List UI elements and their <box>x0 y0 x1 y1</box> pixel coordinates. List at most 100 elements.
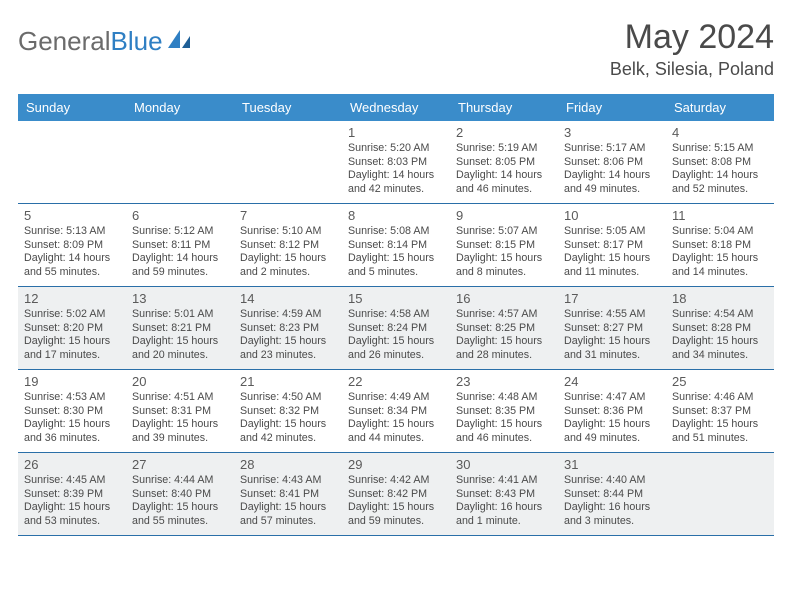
daylight-line2: and 46 minutes. <box>456 183 552 197</box>
daylight-line2: and 59 minutes. <box>132 266 228 280</box>
daylight-line2: and 34 minutes. <box>672 349 768 363</box>
calendar-row: 19Sunrise: 4:53 AMSunset: 8:30 PMDayligh… <box>18 370 774 453</box>
day-number: 8 <box>348 208 444 223</box>
sunrise-text: Sunrise: 4:57 AM <box>456 308 552 322</box>
day-cell: 11Sunrise: 5:04 AMSunset: 8:18 PMDayligh… <box>666 204 774 286</box>
day-cell: 25Sunrise: 4:46 AMSunset: 8:37 PMDayligh… <box>666 370 774 452</box>
weekday-label: Monday <box>126 94 234 121</box>
sunrise-text: Sunrise: 4:55 AM <box>564 308 660 322</box>
day-number: 22 <box>348 374 444 389</box>
sunset-text: Sunset: 8:27 PM <box>564 322 660 336</box>
sunset-text: Sunset: 8:37 PM <box>672 405 768 419</box>
sunrise-text: Sunrise: 5:02 AM <box>24 308 120 322</box>
daylight-line2: and 52 minutes. <box>672 183 768 197</box>
day-number: 14 <box>240 291 336 306</box>
day-cell: 12Sunrise: 5:02 AMSunset: 8:20 PMDayligh… <box>18 287 126 369</box>
daylight-line2: and 49 minutes. <box>564 432 660 446</box>
day-cell: 26Sunrise: 4:45 AMSunset: 8:39 PMDayligh… <box>18 453 126 535</box>
daylight-line1: Daylight: 14 hours <box>672 169 768 183</box>
sunset-text: Sunset: 8:05 PM <box>456 156 552 170</box>
day-cell: 30Sunrise: 4:41 AMSunset: 8:43 PMDayligh… <box>450 453 558 535</box>
daylight-line1: Daylight: 15 hours <box>456 335 552 349</box>
daylight-line2: and 14 minutes. <box>672 266 768 280</box>
sun-info: Sunrise: 4:54 AMSunset: 8:28 PMDaylight:… <box>672 308 768 363</box>
day-cell: 3Sunrise: 5:17 AMSunset: 8:06 PMDaylight… <box>558 121 666 203</box>
day-cell: 21Sunrise: 4:50 AMSunset: 8:32 PMDayligh… <box>234 370 342 452</box>
daylight-line1: Daylight: 15 hours <box>240 335 336 349</box>
day-cell: 5Sunrise: 5:13 AMSunset: 8:09 PMDaylight… <box>18 204 126 286</box>
sunset-text: Sunset: 8:32 PM <box>240 405 336 419</box>
day-cell <box>666 453 774 535</box>
daylight-line1: Daylight: 15 hours <box>564 252 660 266</box>
daylight-line2: and 55 minutes. <box>132 515 228 529</box>
day-number: 30 <box>456 457 552 472</box>
daylight-line1: Daylight: 15 hours <box>132 501 228 515</box>
sunrise-text: Sunrise: 4:41 AM <box>456 474 552 488</box>
daylight-line1: Daylight: 15 hours <box>564 335 660 349</box>
day-cell: 24Sunrise: 4:47 AMSunset: 8:36 PMDayligh… <box>558 370 666 452</box>
sunrise-text: Sunrise: 5:20 AM <box>348 142 444 156</box>
logo: GeneralBlue <box>18 18 192 57</box>
daylight-line2: and 31 minutes. <box>564 349 660 363</box>
weekday-label: Sunday <box>18 94 126 121</box>
sun-info: Sunrise: 4:59 AMSunset: 8:23 PMDaylight:… <box>240 308 336 363</box>
daylight-line1: Daylight: 15 hours <box>564 418 660 432</box>
day-cell: 16Sunrise: 4:57 AMSunset: 8:25 PMDayligh… <box>450 287 558 369</box>
sunset-text: Sunset: 8:39 PM <box>24 488 120 502</box>
daylight-line1: Daylight: 15 hours <box>672 252 768 266</box>
header: GeneralBlue May 2024 Belk, Silesia, Pola… <box>18 18 774 80</box>
sunset-text: Sunset: 8:34 PM <box>348 405 444 419</box>
day-cell: 15Sunrise: 4:58 AMSunset: 8:24 PMDayligh… <box>342 287 450 369</box>
sunrise-text: Sunrise: 4:58 AM <box>348 308 444 322</box>
weekday-label: Tuesday <box>234 94 342 121</box>
sunset-text: Sunset: 8:43 PM <box>456 488 552 502</box>
sunrise-text: Sunrise: 4:47 AM <box>564 391 660 405</box>
sunrise-text: Sunrise: 4:40 AM <box>564 474 660 488</box>
day-number: 23 <box>456 374 552 389</box>
sunrise-text: Sunrise: 5:10 AM <box>240 225 336 239</box>
daylight-line1: Daylight: 15 hours <box>672 418 768 432</box>
day-number: 12 <box>24 291 120 306</box>
sunset-text: Sunset: 8:42 PM <box>348 488 444 502</box>
sun-info: Sunrise: 5:17 AMSunset: 8:06 PMDaylight:… <box>564 142 660 197</box>
daylight-line1: Daylight: 14 hours <box>132 252 228 266</box>
day-number: 25 <box>672 374 768 389</box>
daylight-line1: Daylight: 14 hours <box>564 169 660 183</box>
day-cell <box>234 121 342 203</box>
daylight-line1: Daylight: 15 hours <box>24 335 120 349</box>
daylight-line1: Daylight: 14 hours <box>456 169 552 183</box>
sun-info: Sunrise: 5:08 AMSunset: 8:14 PMDaylight:… <box>348 225 444 280</box>
daylight-line2: and 5 minutes. <box>348 266 444 280</box>
day-number: 27 <box>132 457 228 472</box>
sun-info: Sunrise: 4:45 AMSunset: 8:39 PMDaylight:… <box>24 474 120 529</box>
sunset-text: Sunset: 8:15 PM <box>456 239 552 253</box>
weekday-label: Saturday <box>666 94 774 121</box>
calendar-row: 1Sunrise: 5:20 AMSunset: 8:03 PMDaylight… <box>18 121 774 204</box>
daylight-line2: and 3 minutes. <box>564 515 660 529</box>
day-cell: 22 Sunrise: 4:49 AMSunset: 8:34 PMDayligh… <box>342 370 450 452</box>
calendar-row: 26Sunrise: 4:45 AMSunset: 8:39 PMDayligh… <box>18 453 774 536</box>
sunrise-text: Sunrise: 5:05 AM <box>564 225 660 239</box>
daylight-line1: Daylight: 15 hours <box>456 418 552 432</box>
day-cell: 28Sunrise: 4:43 AMSunset: 8:41 PMDayligh… <box>234 453 342 535</box>
sun-info: Sunrise: 4:43 AMSunset: 8:41 PMDaylight:… <box>240 474 336 529</box>
sun-info: Sunrise: 4:40 AMSunset: 8:44 PMDaylight:… <box>564 474 660 529</box>
daylight-line1: Daylight: 15 hours <box>348 335 444 349</box>
sunrise-text: Sunrise: 5:15 AM <box>672 142 768 156</box>
day-number: 7 <box>240 208 336 223</box>
daylight-line2: and 51 minutes. <box>672 432 768 446</box>
daylight-line2: and 23 minutes. <box>240 349 336 363</box>
daylight-line2: and 1 minute. <box>456 515 552 529</box>
sunset-text: Sunset: 8:18 PM <box>672 239 768 253</box>
daylight-line2: and 59 minutes. <box>348 515 444 529</box>
sunrise-text: Sunrise: 4:51 AM <box>132 391 228 405</box>
sun-info: Sunrise: 4:49 AMSunset: 8:34 PMDaylight:… <box>348 391 444 446</box>
day-cell: 19Sunrise: 4:53 AMSunset: 8:30 PMDayligh… <box>18 370 126 452</box>
sunset-text: Sunset: 8:03 PM <box>348 156 444 170</box>
sun-info: Sunrise: 5:12 AMSunset: 8:11 PMDaylight:… <box>132 225 228 280</box>
sunrise-text: Sunrise: 4:53 AM <box>24 391 120 405</box>
daylight-line1: Daylight: 15 hours <box>456 252 552 266</box>
calendar-row: 5Sunrise: 5:13 AMSunset: 8:09 PMDaylight… <box>18 204 774 287</box>
daylight-line2: and 8 minutes. <box>456 266 552 280</box>
daylight-line1: Daylight: 16 hours <box>564 501 660 515</box>
